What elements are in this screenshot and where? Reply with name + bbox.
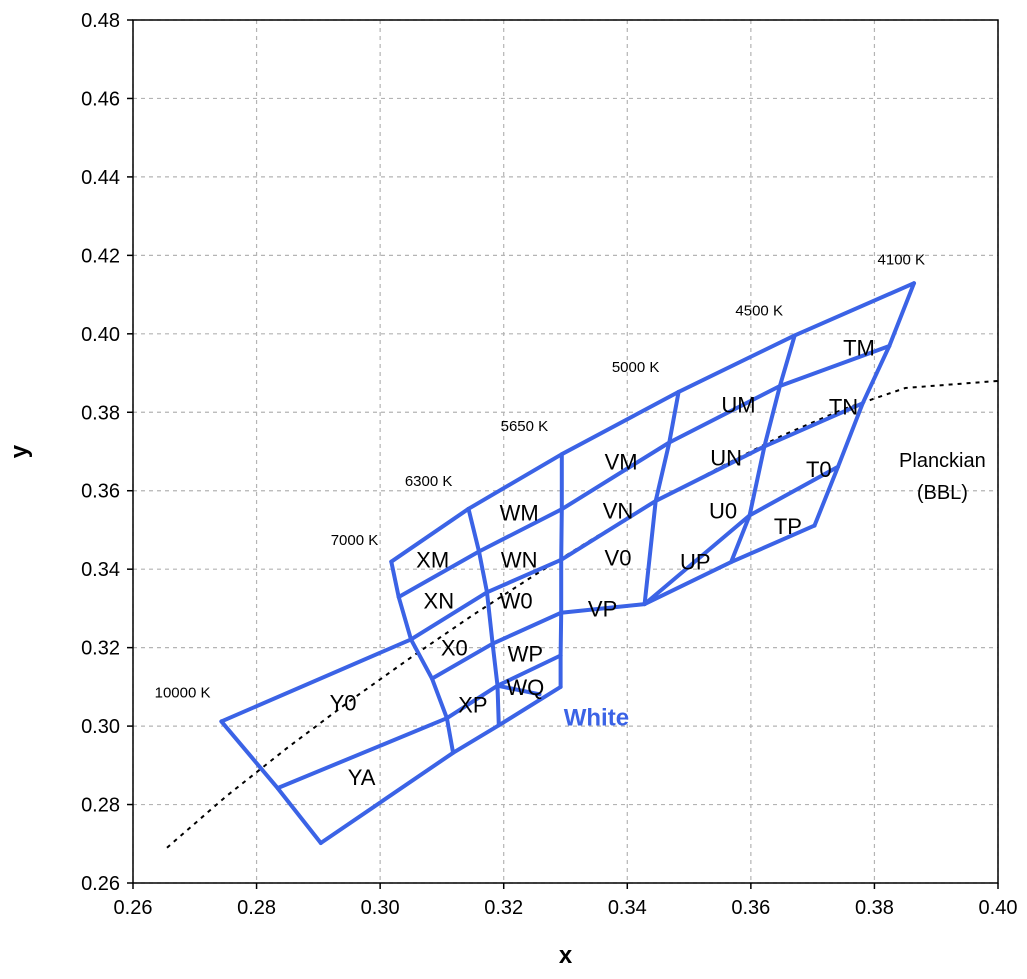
bin-label: WM <box>500 500 539 525</box>
tick-layer: 0.26 0.28 0.30 0.32 0.34 0.36 0.38 0.40 0.26 0.28… <box>81 10 1017 919</box>
cct-boundary-line <box>729 333 797 565</box>
bin-label: WQ <box>506 675 544 700</box>
y-tick-label: 0.36 <box>81 481 120 503</box>
bin-boundary-line <box>318 684 563 845</box>
bin-label: VN <box>603 498 634 523</box>
bin-boundary-line <box>495 683 542 697</box>
plot-frame <box>132 19 999 884</box>
bin-label: U0 <box>709 498 737 523</box>
bin-label: T0 <box>806 457 832 482</box>
bin-boundary-line <box>396 344 892 599</box>
planckian-sublabel: (BBL) <box>917 482 968 504</box>
cct-label: 5000 K <box>612 359 660 376</box>
bin-boundary-line <box>275 653 563 791</box>
bin-label: TM <box>843 336 875 361</box>
bin-label: XM <box>416 547 449 572</box>
bin-label: XP <box>458 693 487 718</box>
cct-boundary-line <box>812 281 916 528</box>
cct-label: 7000 K <box>331 532 379 549</box>
bin-label: VM <box>605 449 638 474</box>
x-tick-label: 0.30 <box>361 897 400 919</box>
bin-label: UN <box>710 445 742 470</box>
bin-label: TP <box>774 514 802 539</box>
bin-label: W0 <box>500 589 533 614</box>
y-tick-label: 0.26 <box>81 873 120 895</box>
planckian-label: Planckian <box>899 450 986 472</box>
bin-label: UP <box>680 549 711 574</box>
y-tick-label: 0.42 <box>81 245 120 267</box>
white-region-label: White <box>564 704 629 731</box>
bin-label: UM <box>721 392 755 417</box>
bin-boundary-line <box>430 464 840 681</box>
x-axis-label: x <box>559 942 573 969</box>
y-tick-label: 0.32 <box>81 638 120 660</box>
bin-label: YA <box>348 765 376 790</box>
bin-label: X0 <box>441 636 468 661</box>
x-tick-label: 0.40 <box>979 897 1018 919</box>
planckian-locus-line <box>166 379 999 849</box>
y-tick-label: 0.48 <box>81 10 120 32</box>
cct-label: 6300 K <box>405 473 453 490</box>
bin-boundary-line <box>389 281 916 564</box>
bin-label: WP <box>508 642 543 667</box>
cct-boundary-line <box>642 389 681 607</box>
x-tick-label: 0.32 <box>484 897 523 919</box>
y-tick-label: 0.30 <box>81 716 120 738</box>
bin-label: Y0 <box>330 691 357 716</box>
x-tick-label: 0.36 <box>731 897 770 919</box>
x-tick-label: 0.26 <box>114 897 153 919</box>
bin-label: WN <box>501 547 538 572</box>
y-axis-label: y <box>6 444 33 458</box>
cct-boundary-line <box>389 559 456 755</box>
series-layer <box>166 281 999 849</box>
bin-label: XN <box>424 589 455 614</box>
bin-label: V0 <box>605 545 632 570</box>
cct-boundary-line <box>466 506 501 728</box>
cct-label: 5650 K <box>501 418 549 435</box>
bin-label: TN <box>829 394 858 419</box>
cct-label: 10000 K <box>155 685 211 702</box>
y-tick-label: 0.34 <box>81 559 120 581</box>
y-tick-label: 0.40 <box>81 324 120 346</box>
cct-boundary-line <box>219 719 323 845</box>
y-tick-label: 0.46 <box>81 88 120 110</box>
y-tick-label: 0.28 <box>81 795 120 817</box>
label-layer: TM UM TN VM UN T0 WM VN U0 TP XM WN V0 UP XN W0 VP X0 WP Y0… <box>155 251 986 790</box>
x-tick-label: 0.38 <box>855 897 894 919</box>
x-tick-label: 0.34 <box>608 897 647 919</box>
cct-boundary-line <box>558 452 564 689</box>
bin-boundary-line <box>219 401 865 724</box>
y-tick-label: 0.44 <box>81 167 120 189</box>
bin-label: VP <box>588 596 617 621</box>
x-tick-label: 0.28 <box>237 897 276 919</box>
y-tick-label: 0.38 <box>81 402 120 424</box>
cct-label: 4500 K <box>735 302 783 319</box>
cct-label: 4100 K <box>878 251 926 268</box>
